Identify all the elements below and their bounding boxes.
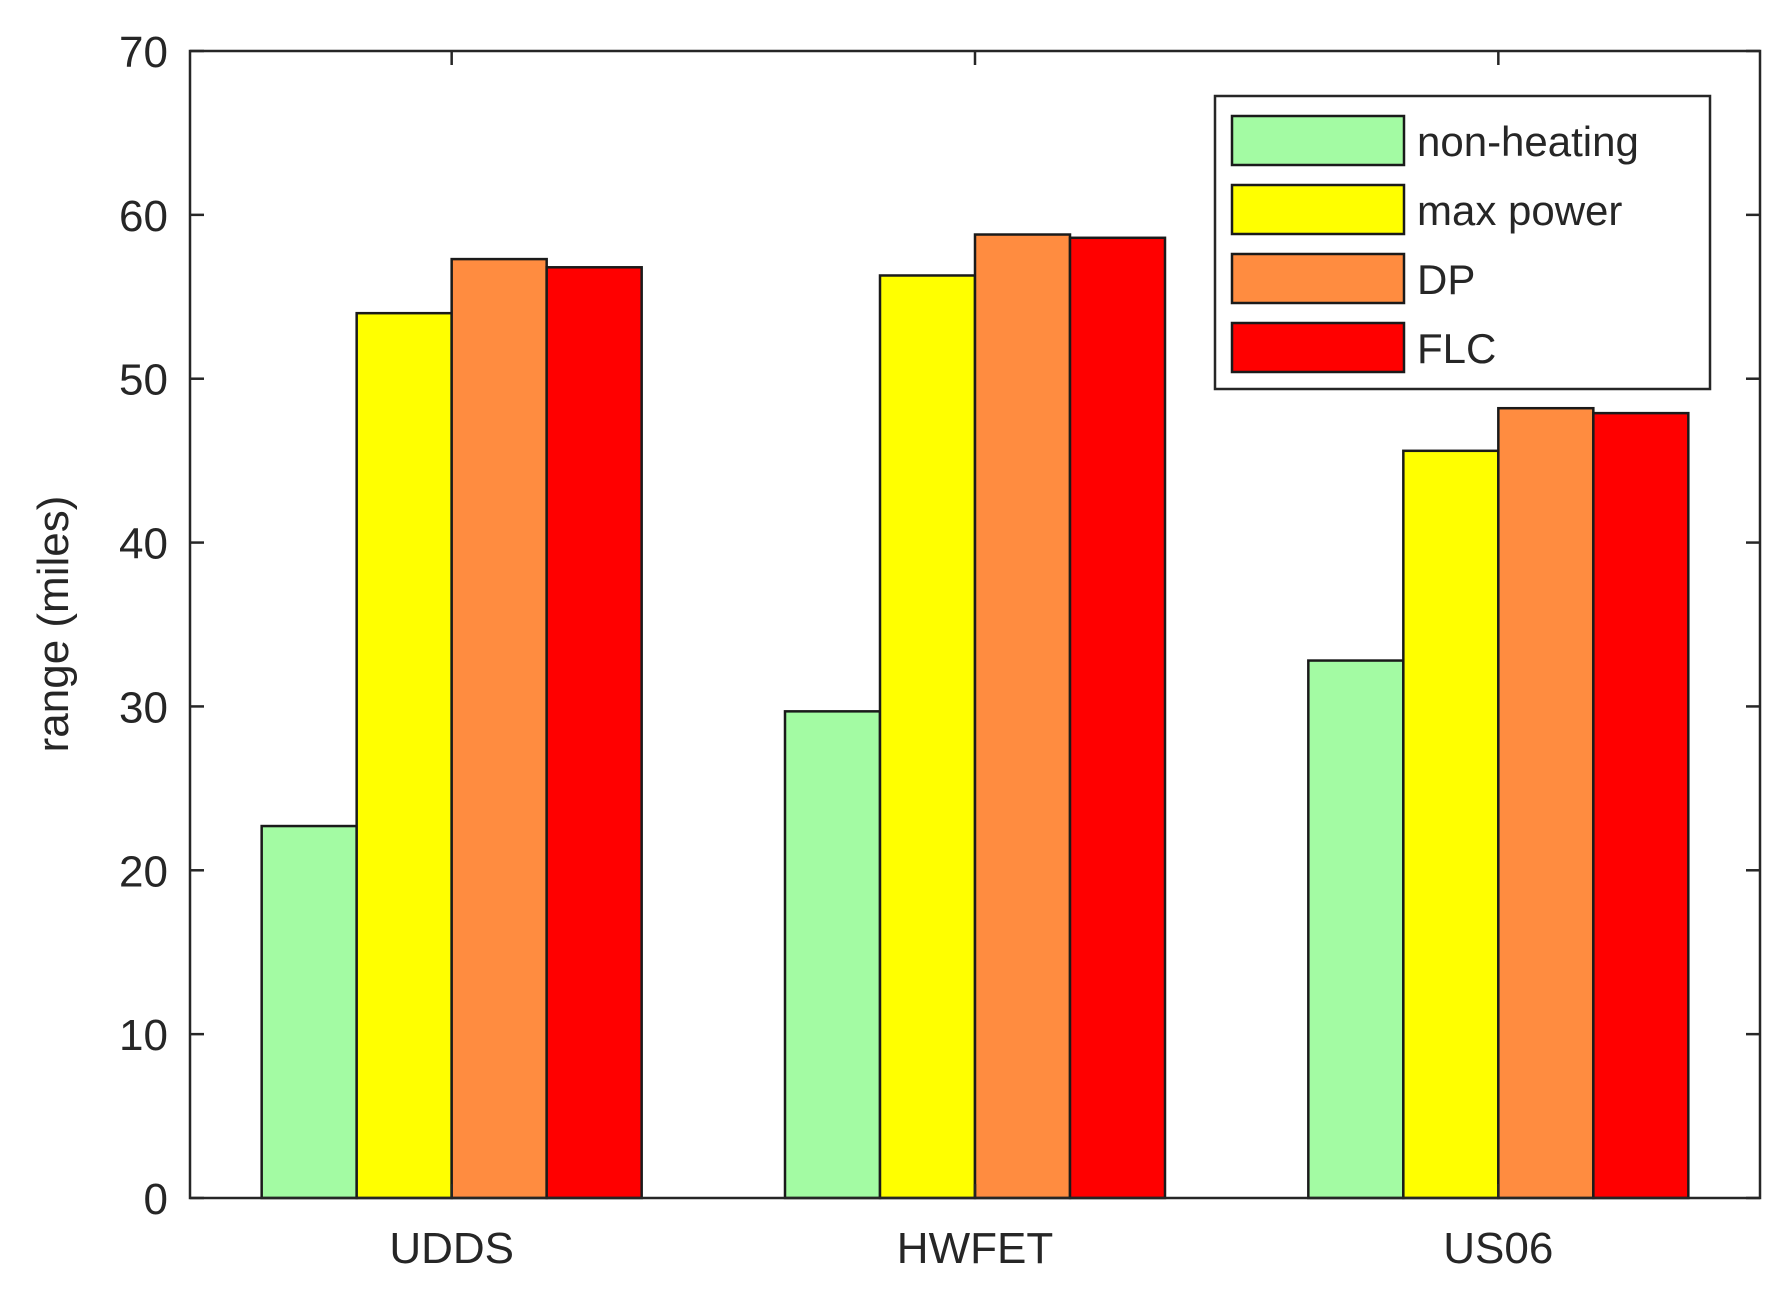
y-axis-title: range (miles) xyxy=(29,496,78,753)
bar-hwfet-dp xyxy=(973,233,1072,1200)
bars-group xyxy=(260,233,1690,1200)
y-tick-label: 10 xyxy=(119,1011,168,1060)
y-tick-label: 30 xyxy=(119,683,168,732)
legend-label-max-power: max power xyxy=(1417,187,1622,234)
y-tick-label: 0 xyxy=(144,1175,168,1224)
legend-swatch-max-power xyxy=(1230,183,1406,236)
bar-udds-max-power xyxy=(355,311,453,1200)
ticks-group: UDDS HWFET US06 0 10 20 30 40 50 60 70 xyxy=(119,28,1760,1273)
legend-swatch-dp xyxy=(1230,252,1406,305)
x-tick-label: UDDS xyxy=(389,1224,514,1273)
legend-label-non-heating: non-heating xyxy=(1417,118,1639,165)
y-tick-label: 40 xyxy=(119,520,168,569)
y-tick-label: 70 xyxy=(119,28,168,77)
bar-us06-dp xyxy=(1497,406,1595,1200)
y-tick-label: 60 xyxy=(119,192,168,241)
bar-hwfet-non-heating xyxy=(783,710,882,1200)
y-tick-label: 50 xyxy=(119,356,168,405)
bar-us06-non-heating xyxy=(1307,659,1405,1200)
legend-label-dp: DP xyxy=(1417,256,1475,303)
legend-label-flc: FLC xyxy=(1417,325,1496,372)
legend-swatch-non-heating xyxy=(1230,114,1406,167)
legend-swatch-flc xyxy=(1230,321,1406,374)
bar-udds-dp xyxy=(450,257,548,1200)
bar-hwfet-max-power xyxy=(878,274,977,1200)
bar-us06-flc xyxy=(1592,411,1690,1200)
bar-hwfet-flc xyxy=(1068,236,1167,1200)
x-tick-label: US06 xyxy=(1443,1224,1553,1273)
bar-udds-flc xyxy=(545,266,643,1200)
plot-frame xyxy=(188,49,1762,1200)
y-tick-label: 20 xyxy=(119,847,168,896)
legend: non-heating max power DP FLC xyxy=(1213,94,1712,391)
bar-us06-max-power xyxy=(1402,449,1500,1200)
bar-udds-non-heating xyxy=(260,824,358,1200)
x-tick-label: HWFET xyxy=(897,1224,1053,1273)
